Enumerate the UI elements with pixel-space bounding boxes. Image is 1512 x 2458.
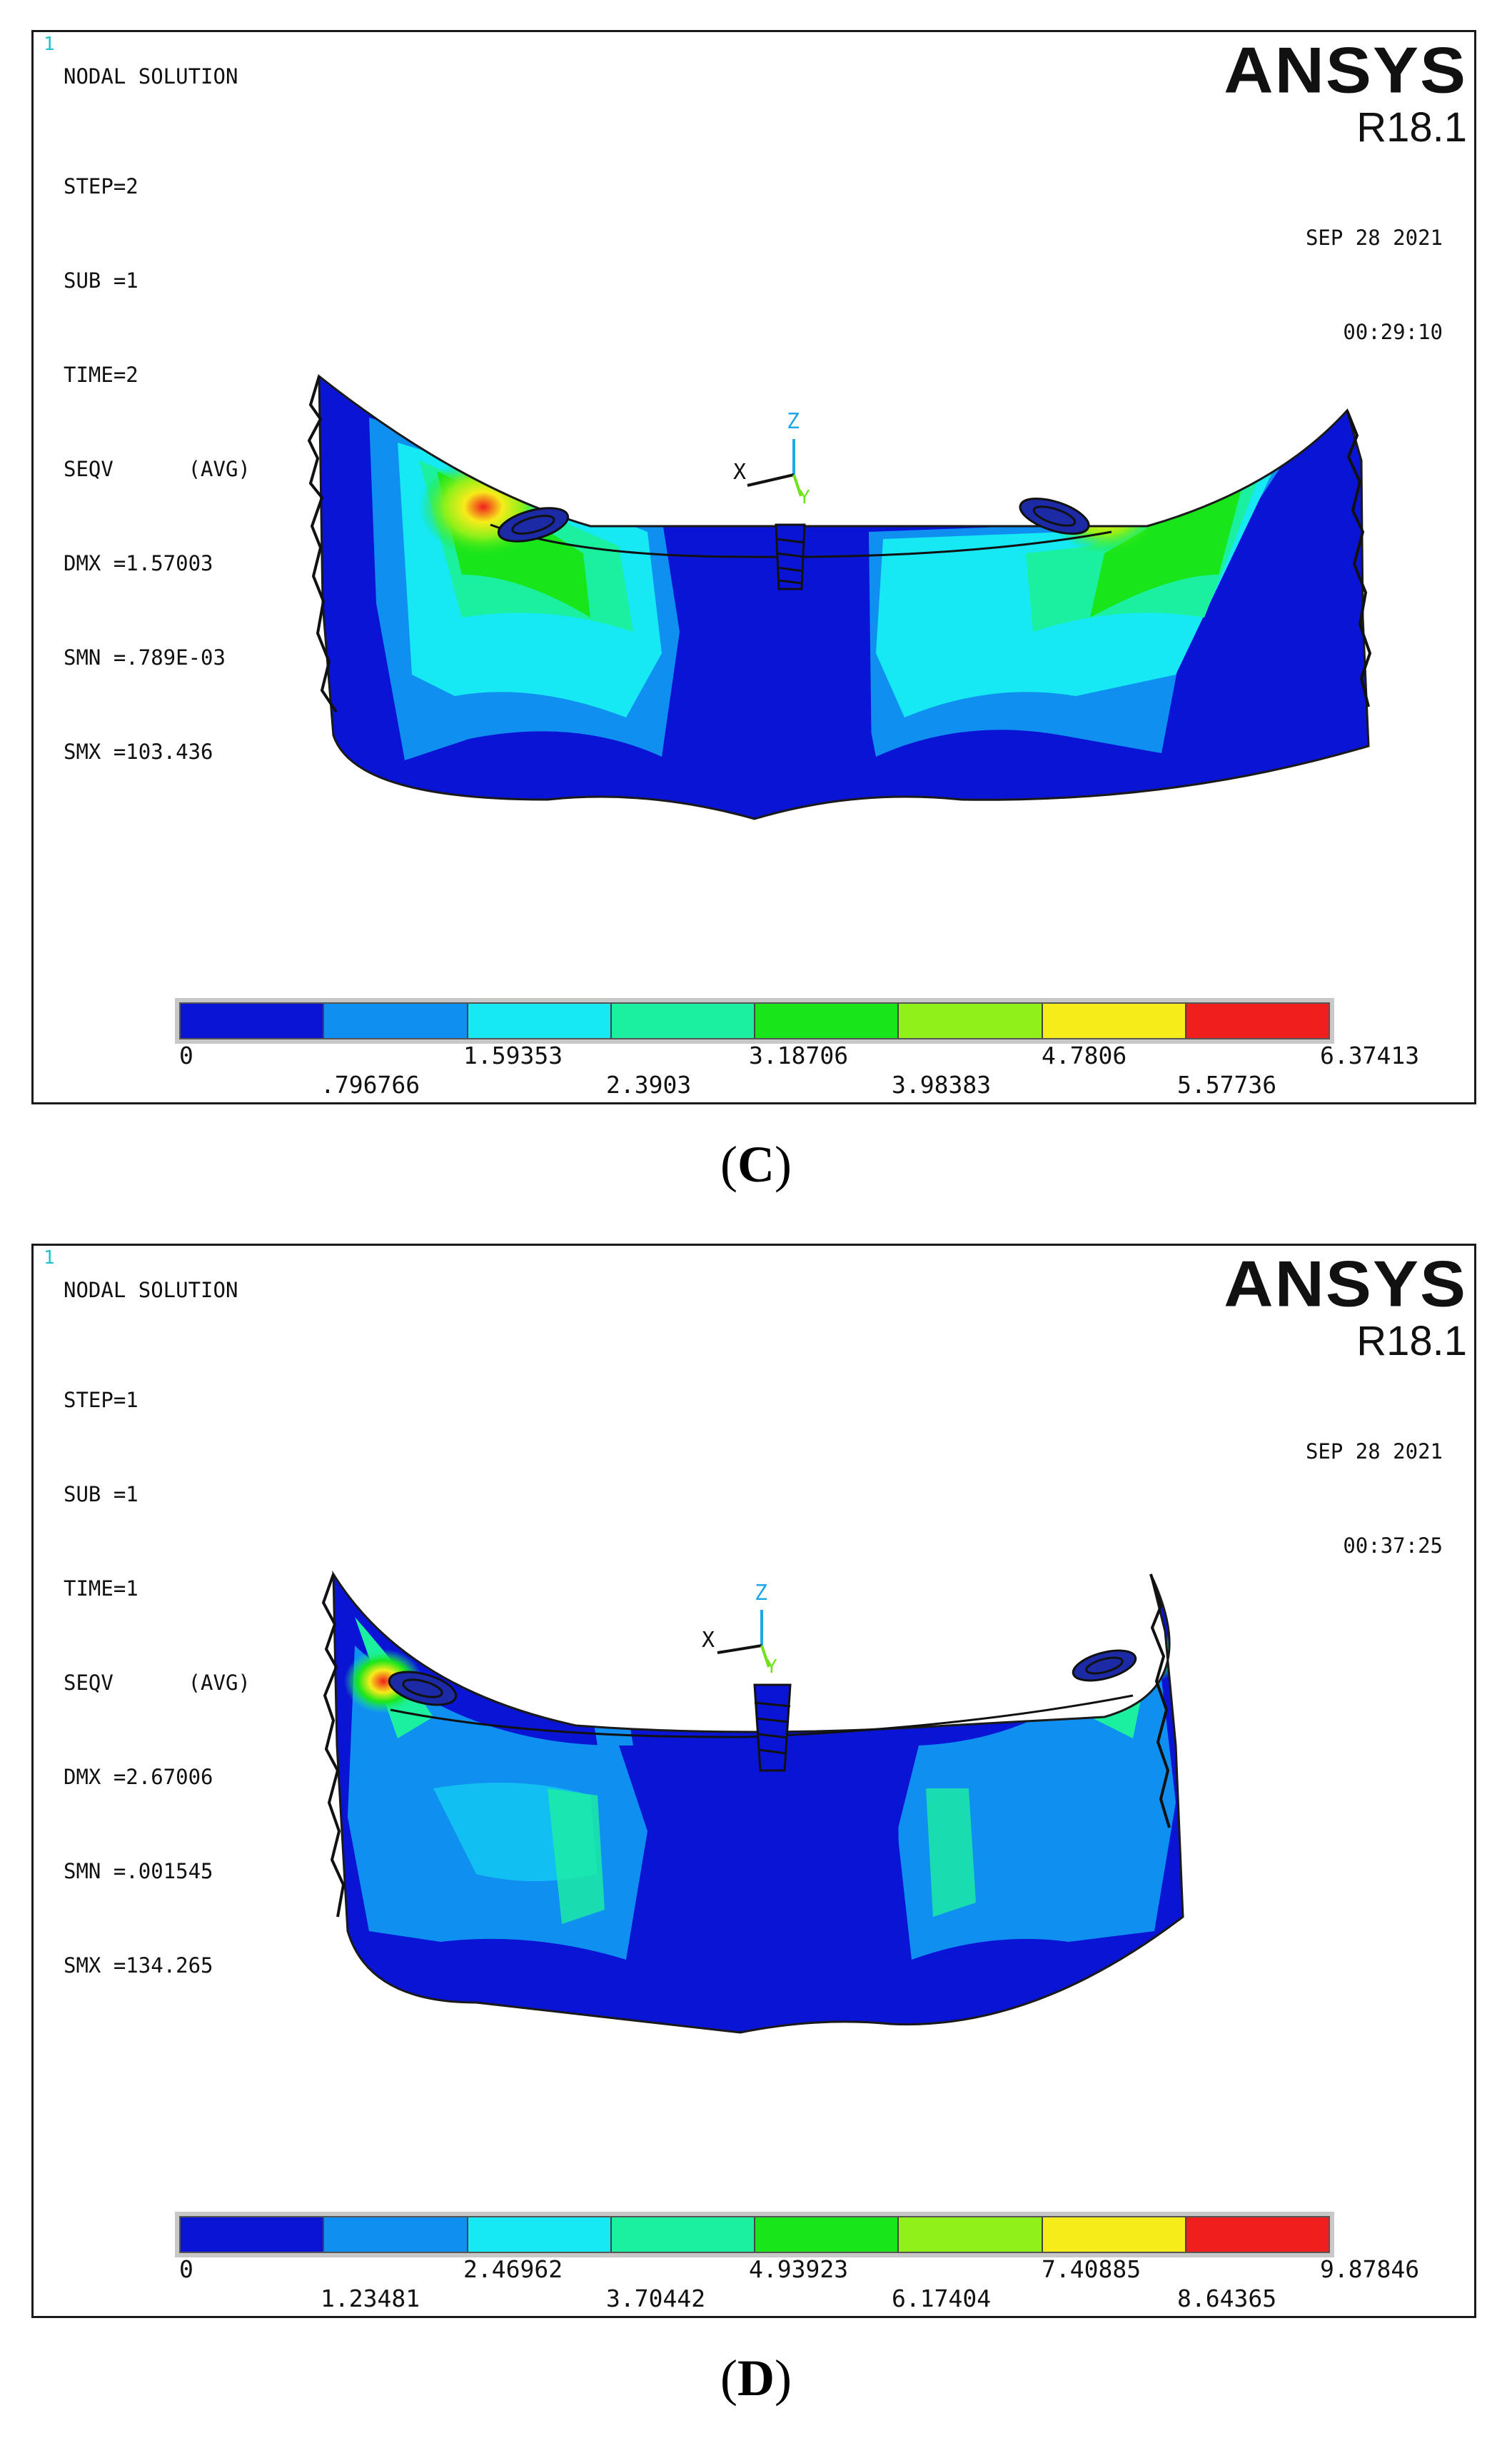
info-sub: SUB =1	[64, 268, 138, 293]
stamp-time: 00:29:10	[1343, 320, 1443, 344]
triad-z-label: Z	[787, 409, 800, 434]
legend-tick: 1.59353	[463, 1042, 563, 1069]
caption-letter: D	[737, 2349, 775, 2407]
legend-tick: 6.17404	[892, 2285, 992, 2312]
ansys-logo: ANSYS R18.1	[1224, 1249, 1467, 1363]
triad-x-label: X	[733, 460, 746, 485]
info-seqv: SEQV (AVG)	[64, 1671, 251, 1695]
legend-tick: 8.64365	[1177, 2285, 1277, 2312]
legend-tick: 2.46962	[463, 2255, 563, 2283]
logo-version: R18.1	[1356, 104, 1467, 151]
triad-z-label: Z	[755, 1581, 767, 1606]
info-time: TIME=2	[64, 363, 138, 387]
logo-brand: ANSYS	[1224, 1247, 1467, 1321]
legend-tick: 0	[179, 2255, 193, 2283]
legend-band	[1042, 2217, 1186, 2252]
legend-tick: 0	[179, 1042, 193, 1069]
legend-tick: 5.57736	[1177, 1071, 1277, 1099]
plot-header: NODAL SOLUTION	[64, 64, 238, 89]
legend-band	[611, 2217, 755, 2252]
logo-brand: ANSYS	[1224, 34, 1467, 107]
screw-center	[753, 1683, 792, 1772]
caption-letter: C	[737, 1136, 775, 1193]
ansys-panel-c: 1 NODAL SOLUTION STEP=2 SUB =1 TIME=2 SE…	[31, 30, 1476, 1104]
solution-info: STEP=2 SUB =1 TIME=2 SEQV (AVG) DMX =1.5…	[64, 108, 251, 830]
legend-band	[1042, 1004, 1186, 1038]
legend-band	[324, 2217, 468, 2252]
legend-tick: 3.18706	[749, 1042, 849, 1069]
legend-band	[468, 2217, 612, 2252]
timestamp: SEP 28 2021 00:37:25	[1306, 1373, 1443, 1624]
legend-band	[611, 1004, 755, 1038]
info-time: TIME=1	[64, 1576, 138, 1601]
screw-left	[497, 507, 570, 543]
coordinate-triad	[747, 439, 802, 497]
legend-band	[755, 2217, 899, 2252]
info-dmx: DMX =1.57003	[64, 551, 213, 575]
screw-left	[388, 1671, 458, 1706]
info-step: STEP=1	[64, 1388, 138, 1412]
solution-info: STEP=1 SUB =1 TIME=1 SEQV (AVG) DMX =2.6…	[64, 1321, 251, 2044]
window-number: 1	[44, 1247, 55, 1269]
legend-tick: 4.93923	[749, 2255, 849, 2283]
triad-y-label: Y	[799, 487, 810, 508]
legend-tick: 7.40885	[1042, 2255, 1141, 2283]
legend-band	[181, 2217, 325, 2252]
legend-tick: 4.7806	[1042, 1042, 1127, 1069]
legend-tick: 3.70442	[606, 2285, 706, 2312]
info-dmx: DMX =2.67006	[64, 1765, 213, 1789]
contour-legend-bar	[179, 1002, 1330, 1039]
info-smn: SMN =.001545	[64, 1859, 213, 1883]
contour-legend-bar	[179, 2216, 1330, 2253]
caption-d: (D)	[720, 2349, 792, 2407]
info-seqv: SEQV (AVG)	[64, 457, 251, 481]
ansys-logo: ANSYS R18.1	[1224, 35, 1467, 149]
plot-header: NODAL SOLUTION	[64, 1278, 238, 1302]
info-smx: SMX =134.265	[64, 1953, 213, 1978]
coordinate-triad	[717, 1610, 770, 1668]
legend-band	[899, 2217, 1043, 2252]
info-step: STEP=2	[64, 174, 138, 198]
stamp-date: SEP 28 2021	[1305, 1439, 1443, 1464]
screw-right	[1019, 497, 1090, 535]
triad-y-label: Y	[766, 1656, 777, 1678]
info-smn: SMN =.789E-03	[64, 645, 226, 670]
triad-x-label: X	[702, 1628, 715, 1653]
caption-c: (C)	[720, 1136, 792, 1193]
ansys-panel-d: 1 NODAL SOLUTION STEP=1 SUB =1 TIME=1 SE…	[31, 1244, 1476, 2318]
legend-tick: 1.23481	[321, 2285, 420, 2312]
legend-tick: 6.37413	[1320, 1042, 1420, 1069]
screw-right	[1072, 1649, 1137, 1682]
stress-contour-model: Z X Y	[307, 373, 1372, 820]
legend-tick: .796766	[321, 1071, 420, 1099]
legend-band	[181, 1004, 325, 1038]
logo-version: R18.1	[1356, 1318, 1467, 1364]
legend-tick: 3.98383	[892, 1071, 992, 1099]
stamp-date: SEP 28 2021	[1305, 226, 1443, 250]
info-sub: SUB =1	[64, 1482, 138, 1506]
legend-band	[1186, 2217, 1329, 2252]
legend-tick: 9.87846	[1320, 2255, 1420, 2283]
window-number: 1	[44, 34, 55, 55]
info-smx: SMX =103.436	[64, 740, 213, 764]
legend-band	[1186, 1004, 1329, 1038]
screw-center	[775, 523, 806, 590]
timestamp: SEP 28 2021 00:29:10	[1306, 159, 1443, 410]
stamp-time: 00:37:25	[1343, 1533, 1443, 1558]
legend-band	[324, 1004, 468, 1038]
legend-band	[468, 1004, 612, 1038]
legend-band	[899, 1004, 1043, 1038]
stress-contour-model: Z X Y	[321, 1570, 1184, 2034]
legend-tick: 2.3903	[606, 1071, 692, 1099]
legend-band	[755, 1004, 899, 1038]
